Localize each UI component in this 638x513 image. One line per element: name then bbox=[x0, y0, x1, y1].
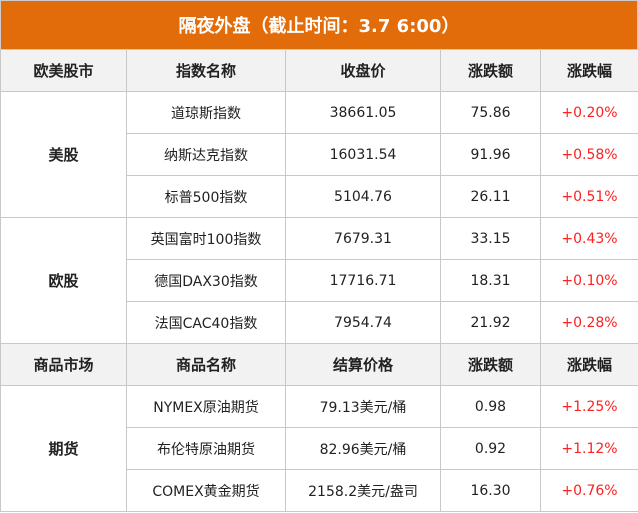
column-header: 结算价格 bbox=[285, 343, 441, 386]
table-row: 美股 道琼斯指数 38661.05 75.86 +0.20% bbox=[0, 91, 638, 218]
column-header: 涨跌幅 bbox=[540, 49, 638, 92]
price-cell: 17716.71 bbox=[285, 259, 441, 302]
price-cell: 7679.31 bbox=[285, 217, 441, 260]
name-cell: 英国富时100指数 bbox=[126, 217, 286, 260]
name-cell: 标普500指数 bbox=[126, 175, 286, 218]
change-cell: 0.98 bbox=[440, 385, 541, 428]
table-row: 期货 NYMEX原油期货 79.13美元/桶 0.98 +1.25% bbox=[0, 385, 638, 512]
price-cell: 5104.76 bbox=[285, 175, 441, 218]
change-pct-cell: +0.58% bbox=[540, 133, 638, 176]
column-header: 指数名称 bbox=[126, 49, 286, 92]
price-cell: 38661.05 bbox=[285, 91, 441, 134]
change-cell: 16.30 bbox=[440, 469, 541, 512]
price-cell: 79.13美元/桶 bbox=[285, 385, 441, 428]
overnight-markets-table: 欧美股市 指数名称 收盘价 涨跌额 涨跌幅 美股 道琼斯指数 38661.05 75.86 +0.… bbox=[0, 49, 638, 512]
change-pct-cell: +1.25% bbox=[540, 385, 638, 428]
column-header: 商品市场 bbox=[0, 343, 127, 386]
table-title: 隔夜外盘（截止时间：3.7 6:00） bbox=[0, 0, 638, 49]
change-cell: 75.86 bbox=[440, 91, 541, 134]
change-cell: 26.11 bbox=[440, 175, 541, 218]
group-label: 期货 bbox=[0, 385, 127, 512]
price-cell: 16031.54 bbox=[285, 133, 441, 176]
change-cell: 0.92 bbox=[440, 427, 541, 470]
change-pct-cell: +0.51% bbox=[540, 175, 638, 218]
table-row: COMEX黄金期货 2158.2美元/盎司 16.30 +0.76% bbox=[1, 469, 638, 512]
name-cell: 纳斯达克指数 bbox=[126, 133, 286, 176]
name-cell: COMEX黄金期货 bbox=[126, 469, 286, 512]
price-cell: 7954.74 bbox=[285, 301, 441, 344]
column-header: 涨跌额 bbox=[440, 49, 541, 92]
column-header: 涨跌幅 bbox=[540, 343, 638, 386]
table-row: 标普500指数 5104.76 26.11 +0.51% bbox=[1, 175, 638, 218]
change-cell: 91.96 bbox=[440, 133, 541, 176]
table-row: 布伦特原油期货 82.96美元/桶 0.92 +1.12% bbox=[1, 427, 638, 470]
change-pct-cell: +0.20% bbox=[540, 91, 638, 134]
column-header: 收盘价 bbox=[285, 49, 441, 92]
group-label: 欧股 bbox=[0, 217, 127, 344]
name-cell: 布伦特原油期货 bbox=[126, 427, 286, 470]
name-cell: NYMEX原油期货 bbox=[126, 385, 286, 428]
change-pct-cell: +0.76% bbox=[540, 469, 638, 512]
change-pct-cell: +0.10% bbox=[540, 259, 638, 302]
price-cell: 2158.2美元/盎司 bbox=[285, 469, 441, 512]
header-row: 商品市场 商品名称 结算价格 涨跌额 涨跌幅 bbox=[0, 343, 638, 386]
column-header: 涨跌额 bbox=[440, 343, 541, 386]
change-pct-cell: +0.43% bbox=[540, 217, 638, 260]
table-row: 纳斯达克指数 16031.54 91.96 +0.58% bbox=[1, 133, 638, 176]
table-row: 法国CAC40指数 7954.74 21.92 +0.28% bbox=[1, 301, 638, 344]
price-cell: 82.96美元/桶 bbox=[285, 427, 441, 470]
change-cell: 21.92 bbox=[440, 301, 541, 344]
change-cell: 18.31 bbox=[440, 259, 541, 302]
column-header: 商品名称 bbox=[126, 343, 286, 386]
group-label: 美股 bbox=[0, 91, 127, 218]
change-pct-cell: +1.12% bbox=[540, 427, 638, 470]
name-cell: 德国DAX30指数 bbox=[126, 259, 286, 302]
change-pct-cell: +0.28% bbox=[540, 301, 638, 344]
name-cell: 道琼斯指数 bbox=[126, 91, 286, 134]
header-row: 欧美股市 指数名称 收盘价 涨跌额 涨跌幅 bbox=[0, 49, 638, 92]
column-header: 欧美股市 bbox=[0, 49, 127, 92]
table-row: 德国DAX30指数 17716.71 18.31 +0.10% bbox=[1, 259, 638, 302]
change-cell: 33.15 bbox=[440, 217, 541, 260]
name-cell: 法国CAC40指数 bbox=[126, 301, 286, 344]
table-row: 欧股 英国富时100指数 7679.31 33.15 +0.43% bbox=[0, 217, 638, 344]
